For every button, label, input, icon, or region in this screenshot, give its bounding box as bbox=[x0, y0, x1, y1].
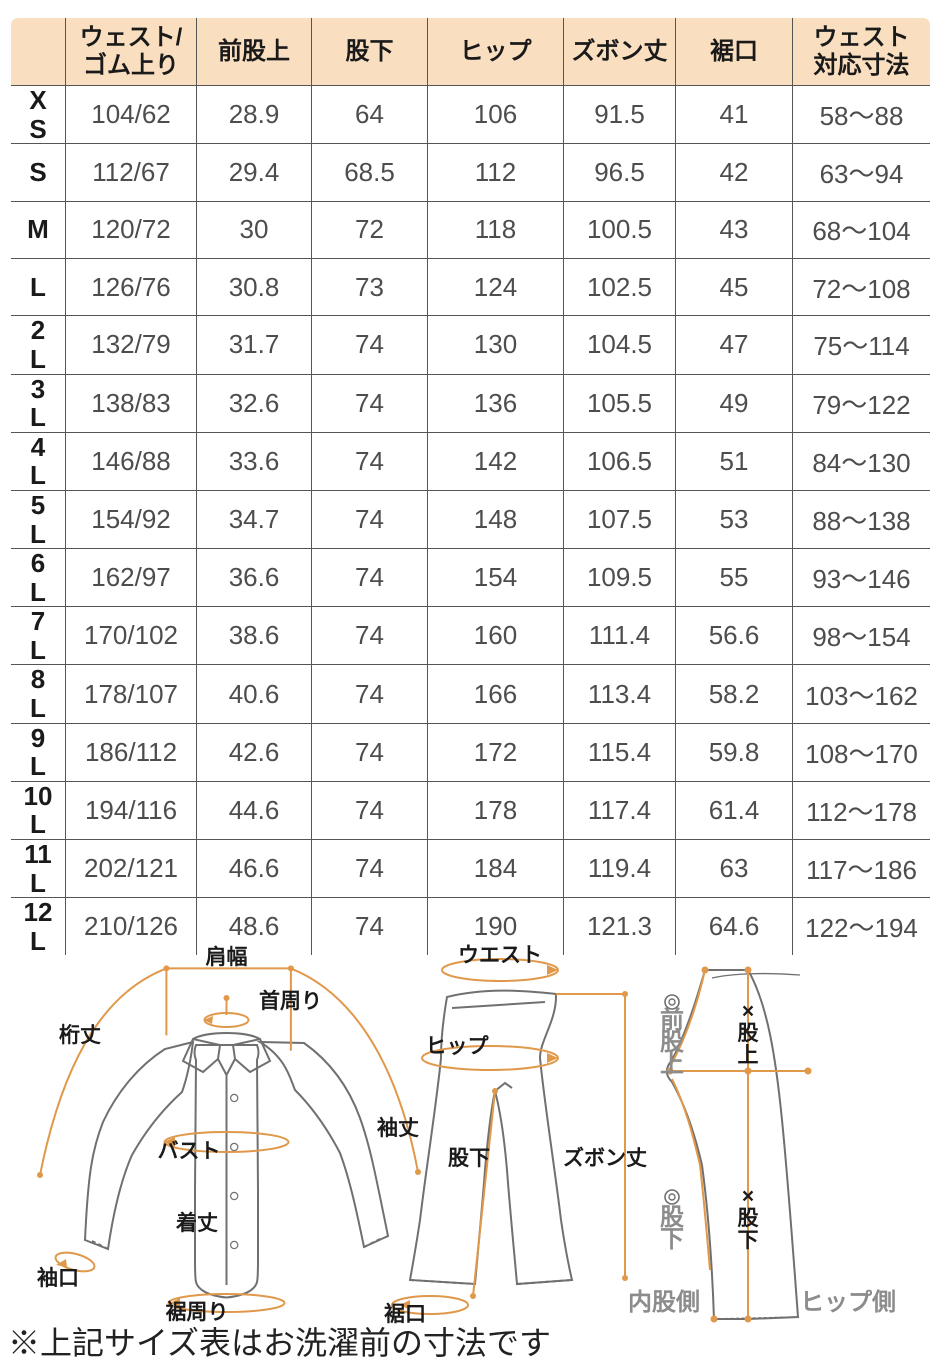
svg-text:バスト: バスト bbox=[158, 1140, 221, 1163]
svg-text:桁丈: 桁丈 bbox=[59, 1024, 101, 1047]
svg-text:股: 股 bbox=[738, 1022, 759, 1045]
svg-text:股下: 股下 bbox=[448, 1147, 490, 1170]
svg-text:ヒップ: ヒップ bbox=[426, 1035, 490, 1058]
svg-text:内股側: 内股側 bbox=[628, 1289, 700, 1316]
svg-text:肩幅: 肩幅 bbox=[206, 945, 248, 969]
svg-text:×: × bbox=[742, 1000, 754, 1023]
svg-text:ウエスト: ウエスト bbox=[458, 944, 542, 967]
svg-text:着丈: 着丈 bbox=[175, 1211, 218, 1235]
svg-text:上: 上 bbox=[738, 1044, 759, 1067]
svg-text:袖口: 袖口 bbox=[37, 1266, 79, 1290]
svg-text:ズボン丈: ズボン丈 bbox=[563, 1146, 647, 1170]
svg-text:下: 下 bbox=[660, 1226, 684, 1253]
svg-text:×: × bbox=[742, 1185, 754, 1208]
svg-text:ヒップ側: ヒップ側 bbox=[800, 1289, 896, 1316]
svg-text:首周り: 首周り bbox=[259, 989, 322, 1013]
svg-text:股: 股 bbox=[738, 1207, 759, 1230]
svg-text:上: 上 bbox=[660, 1051, 684, 1078]
svg-text:袖丈: 袖丈 bbox=[377, 1116, 419, 1140]
svg-text:下: 下 bbox=[738, 1229, 759, 1252]
